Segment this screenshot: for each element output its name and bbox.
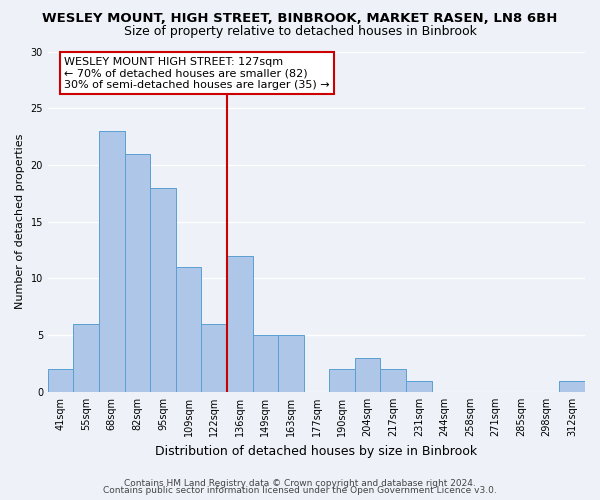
Bar	[227, 256, 253, 392]
Bar	[380, 369, 406, 392]
Text: Contains HM Land Registry data © Crown copyright and database right 2024.: Contains HM Land Registry data © Crown c…	[124, 478, 476, 488]
Bar	[202, 324, 227, 392]
Bar	[125, 154, 150, 392]
Text: Contains public sector information licensed under the Open Government Licence v3: Contains public sector information licen…	[103, 486, 497, 495]
Text: WESLEY MOUNT, HIGH STREET, BINBROOK, MARKET RASEN, LN8 6BH: WESLEY MOUNT, HIGH STREET, BINBROOK, MAR…	[43, 12, 557, 26]
X-axis label: Distribution of detached houses by size in Binbrook: Distribution of detached houses by size …	[155, 444, 478, 458]
Bar	[73, 324, 99, 392]
Bar	[176, 267, 202, 392]
Bar	[406, 380, 431, 392]
Bar	[253, 335, 278, 392]
Y-axis label: Number of detached properties: Number of detached properties	[15, 134, 25, 310]
Text: WESLEY MOUNT HIGH STREET: 127sqm
← 70% of detached houses are smaller (82)
30% o: WESLEY MOUNT HIGH STREET: 127sqm ← 70% o…	[64, 56, 329, 90]
Bar	[48, 369, 73, 392]
Text: Size of property relative to detached houses in Binbrook: Size of property relative to detached ho…	[124, 25, 476, 38]
Bar	[99, 131, 125, 392]
Bar	[559, 380, 585, 392]
Bar	[355, 358, 380, 392]
Bar	[278, 335, 304, 392]
Bar	[329, 369, 355, 392]
Bar	[150, 188, 176, 392]
